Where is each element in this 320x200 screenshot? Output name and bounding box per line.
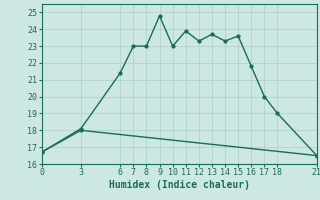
X-axis label: Humidex (Indice chaleur): Humidex (Indice chaleur): [109, 180, 250, 190]
